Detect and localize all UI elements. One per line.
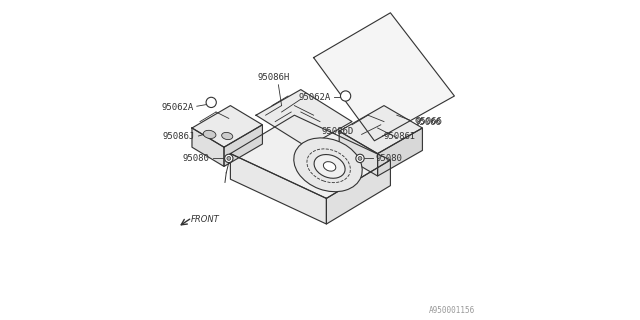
Text: 95080: 95080	[375, 154, 402, 163]
Text: 95086D: 95086D	[322, 127, 354, 136]
Ellipse shape	[294, 138, 362, 192]
Polygon shape	[378, 128, 422, 176]
Polygon shape	[326, 160, 390, 224]
Text: 95086H: 95086H	[257, 73, 290, 82]
Text: 95086I: 95086I	[384, 132, 416, 141]
Circle shape	[340, 91, 351, 101]
Text: 95066: 95066	[416, 117, 443, 126]
Ellipse shape	[314, 155, 345, 178]
Ellipse shape	[221, 132, 233, 140]
Circle shape	[358, 156, 362, 160]
Text: FRONT: FRONT	[191, 215, 219, 224]
Text: 95062A: 95062A	[299, 93, 332, 102]
Ellipse shape	[204, 130, 216, 139]
Text: A950001156: A950001156	[429, 306, 475, 315]
Circle shape	[225, 154, 233, 163]
Circle shape	[206, 97, 216, 108]
Ellipse shape	[323, 162, 336, 171]
Polygon shape	[256, 90, 352, 147]
Polygon shape	[339, 106, 422, 154]
Polygon shape	[230, 154, 326, 224]
Polygon shape	[314, 13, 454, 141]
Circle shape	[356, 154, 364, 163]
Text: 95080: 95080	[183, 154, 210, 163]
Text: 95086J: 95086J	[163, 132, 195, 141]
Circle shape	[227, 156, 231, 160]
Polygon shape	[192, 128, 224, 166]
Polygon shape	[339, 131, 378, 176]
Polygon shape	[224, 125, 262, 166]
Polygon shape	[192, 106, 262, 147]
Polygon shape	[230, 115, 390, 198]
Text: 95066: 95066	[415, 118, 441, 127]
Text: 95062A: 95062A	[161, 103, 193, 112]
